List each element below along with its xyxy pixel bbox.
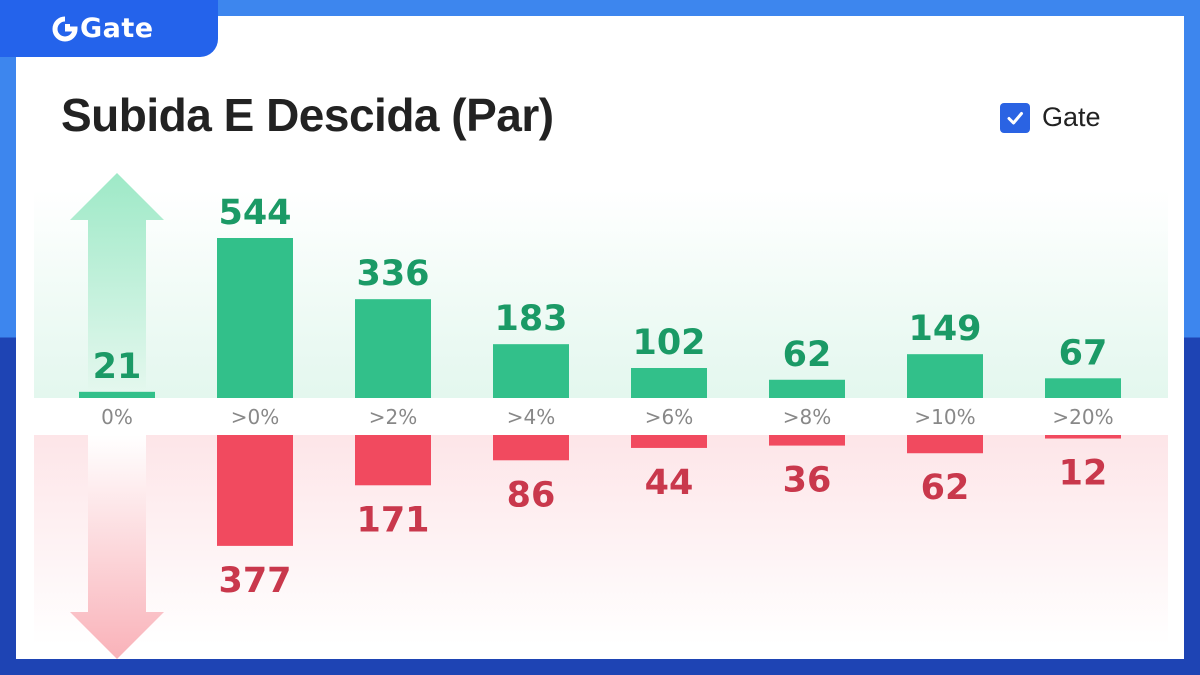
rise-value-label: 62	[783, 335, 832, 375]
rise-bar	[493, 344, 569, 398]
category-label: 0%	[101, 405, 133, 429]
fall-value-label: 377	[218, 561, 291, 601]
category-label: >8%	[783, 405, 832, 429]
fall-bar	[355, 435, 431, 486]
chart-title: Subida E Descida (Par)	[61, 89, 554, 141]
brand-name: Gate	[80, 13, 154, 44]
check-icon	[1007, 111, 1023, 124]
rise-value-label: 102	[632, 323, 705, 363]
gate-logo-icon	[52, 16, 78, 41]
rise-bar	[217, 238, 293, 398]
rise-bar	[769, 379, 845, 398]
category-label: >4%	[507, 405, 556, 429]
rise-value-label: 21	[93, 347, 142, 387]
rise-bar	[79, 391, 155, 398]
fall-bar	[493, 435, 569, 461]
rise-value-label: 67	[1059, 333, 1108, 373]
down-arrow-icon	[70, 435, 164, 659]
fall-bar	[769, 435, 845, 446]
rise-bar	[907, 354, 983, 398]
rise-value-label: 544	[218, 193, 291, 233]
legend-label: Gate	[1042, 102, 1101, 132]
category-label: >0%	[231, 405, 280, 429]
category-label: >6%	[645, 405, 694, 429]
fall-bar	[907, 435, 983, 454]
fall-band	[34, 435, 1168, 645]
rise-value-label: 149	[908, 309, 981, 349]
fall-bar	[631, 435, 707, 448]
category-label: >20%	[1052, 405, 1113, 429]
category-label: >10%	[914, 405, 975, 429]
logo-tab: Gate	[0, 0, 218, 57]
rise-bar	[1045, 378, 1121, 398]
fall-value-label: 62	[921, 468, 970, 508]
fall-value-label: 171	[356, 500, 429, 540]
rise-band	[34, 190, 1168, 398]
up-arrow-icon	[70, 173, 164, 398]
fall-value-label: 36	[783, 461, 832, 501]
category-label: >2%	[369, 405, 418, 429]
rise-bar	[355, 299, 431, 398]
fall-bar	[1045, 435, 1121, 439]
rise-value-label: 336	[356, 254, 429, 294]
fall-value-label: 12	[1059, 454, 1108, 494]
fall-bar	[217, 435, 293, 546]
fall-value-label: 86	[507, 475, 556, 515]
rise-bar	[631, 368, 707, 398]
legend-checkbox[interactable]	[1000, 102, 1030, 133]
rise-value-label: 183	[494, 299, 567, 339]
legend[interactable]: Gate	[1000, 102, 1101, 133]
fall-value-label: 44	[645, 463, 694, 503]
